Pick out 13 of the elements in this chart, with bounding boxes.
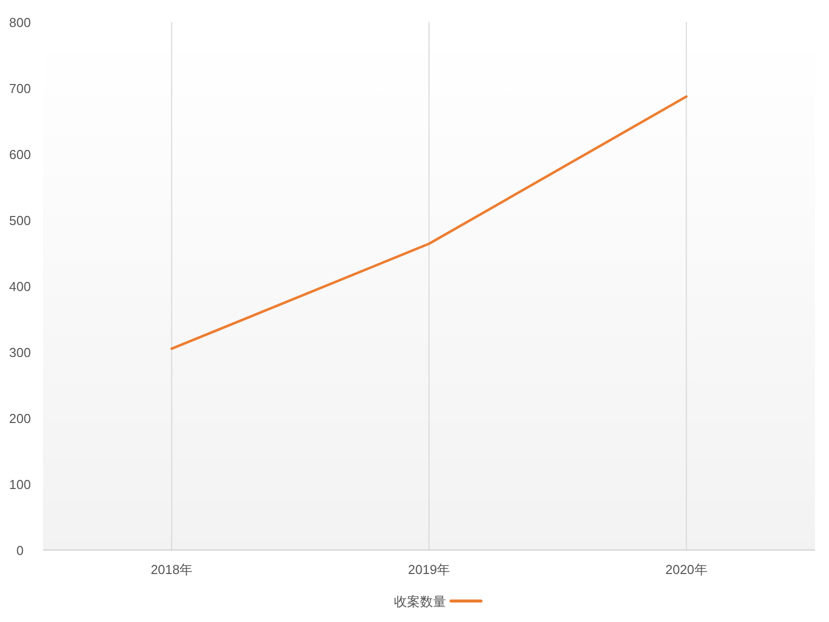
y-tick-label: 400 (9, 279, 31, 294)
y-tick-label: 600 (9, 147, 31, 162)
legend-label: 收案数量 (394, 594, 446, 609)
x-tick-label: 2018年 (150, 562, 193, 577)
x-tick-label: 2019年 (408, 562, 450, 577)
y-tick-label: 200 (9, 411, 31, 426)
y-tick-label: 300 (9, 345, 31, 360)
y-tick-label: 500 (9, 213, 31, 228)
y-tick-label: 800 (9, 15, 31, 30)
y-tick-label: 100 (9, 477, 31, 492)
y-tick-label: 700 (9, 81, 31, 96)
y-tick-label: 0 (16, 543, 24, 558)
x-tick-label: 2020年 (665, 562, 708, 577)
